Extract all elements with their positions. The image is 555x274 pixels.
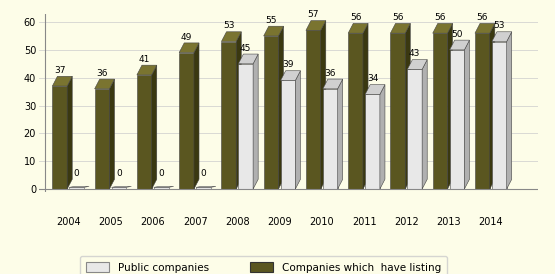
Polygon shape <box>380 85 385 189</box>
Text: 49: 49 <box>181 33 192 42</box>
Polygon shape <box>281 71 300 81</box>
Polygon shape <box>221 32 241 42</box>
Polygon shape <box>450 40 470 50</box>
Polygon shape <box>154 187 169 189</box>
Polygon shape <box>137 65 157 75</box>
Text: 41: 41 <box>139 55 150 64</box>
Polygon shape <box>465 40 470 189</box>
Text: 39: 39 <box>282 60 294 69</box>
Polygon shape <box>154 186 174 187</box>
Polygon shape <box>433 24 452 33</box>
Text: 56: 56 <box>392 13 403 22</box>
Polygon shape <box>323 89 337 189</box>
Polygon shape <box>391 33 405 189</box>
Polygon shape <box>475 33 490 189</box>
Polygon shape <box>475 24 495 33</box>
Polygon shape <box>337 79 342 189</box>
Polygon shape <box>196 187 211 189</box>
Polygon shape <box>321 21 326 189</box>
Polygon shape <box>221 42 236 189</box>
Polygon shape <box>179 53 194 189</box>
Text: 55: 55 <box>265 16 277 25</box>
Polygon shape <box>236 32 241 189</box>
Polygon shape <box>295 71 300 189</box>
Text: 56: 56 <box>477 13 488 22</box>
Polygon shape <box>281 81 295 189</box>
Text: 37: 37 <box>54 66 65 75</box>
Polygon shape <box>196 186 216 187</box>
Polygon shape <box>264 26 284 36</box>
Text: 43: 43 <box>409 49 421 58</box>
Polygon shape <box>492 42 507 189</box>
Polygon shape <box>67 76 72 189</box>
Polygon shape <box>238 54 258 64</box>
Polygon shape <box>490 24 495 189</box>
Polygon shape <box>492 32 512 42</box>
Text: 53: 53 <box>493 21 505 30</box>
Text: 34: 34 <box>367 74 378 83</box>
Legend: Public companies, Companies which  have listing: Public companies, Companies which have l… <box>80 256 447 274</box>
Polygon shape <box>109 79 114 189</box>
Polygon shape <box>323 79 342 89</box>
Polygon shape <box>507 32 512 189</box>
Polygon shape <box>95 79 114 89</box>
Polygon shape <box>306 30 321 189</box>
Text: 0: 0 <box>200 169 206 178</box>
Text: 57: 57 <box>307 10 319 19</box>
Polygon shape <box>52 86 67 189</box>
Text: 53: 53 <box>223 21 235 30</box>
Text: 0: 0 <box>158 169 164 178</box>
Polygon shape <box>69 186 89 187</box>
Polygon shape <box>179 43 199 53</box>
Polygon shape <box>112 187 127 189</box>
Polygon shape <box>422 60 427 189</box>
Polygon shape <box>447 24 452 189</box>
Polygon shape <box>238 64 253 189</box>
Polygon shape <box>112 186 132 187</box>
Polygon shape <box>348 33 363 189</box>
Text: 56: 56 <box>350 13 361 22</box>
Polygon shape <box>279 26 284 189</box>
Text: 56: 56 <box>435 13 446 22</box>
Polygon shape <box>95 89 109 189</box>
Polygon shape <box>407 69 422 189</box>
Polygon shape <box>365 95 380 189</box>
Polygon shape <box>264 36 279 189</box>
Polygon shape <box>348 24 368 33</box>
Polygon shape <box>306 21 326 30</box>
Polygon shape <box>407 60 427 69</box>
Text: 36: 36 <box>325 69 336 78</box>
Polygon shape <box>253 54 258 189</box>
Polygon shape <box>69 187 84 189</box>
Polygon shape <box>433 33 447 189</box>
Polygon shape <box>450 50 465 189</box>
Polygon shape <box>363 24 368 189</box>
Text: 0: 0 <box>116 169 122 178</box>
Polygon shape <box>194 43 199 189</box>
Polygon shape <box>391 24 410 33</box>
Polygon shape <box>405 24 410 189</box>
Polygon shape <box>137 75 152 189</box>
Text: 45: 45 <box>240 44 251 53</box>
Polygon shape <box>365 85 385 95</box>
Polygon shape <box>52 76 72 86</box>
Text: 36: 36 <box>96 69 108 78</box>
Text: 50: 50 <box>451 30 463 39</box>
Polygon shape <box>152 65 157 189</box>
Text: 0: 0 <box>74 169 79 178</box>
